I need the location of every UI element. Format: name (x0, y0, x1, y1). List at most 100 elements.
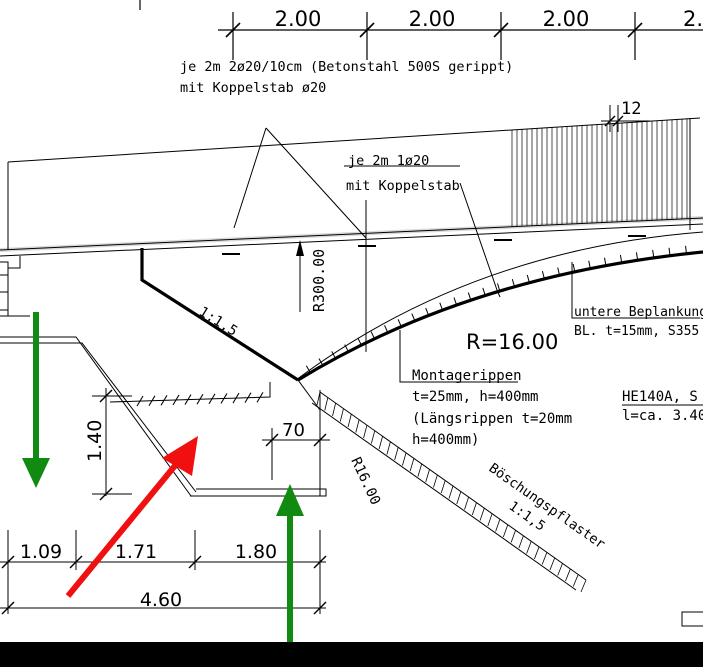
paving-hatch (355, 419, 360, 433)
embankment-paving (311, 391, 587, 593)
arch-tick (604, 257, 607, 266)
arch-tick (588, 260, 591, 269)
top-dim-2: 2.00 (409, 7, 456, 31)
bar-tick (148, 395, 156, 406)
paving-hatch (370, 430, 376, 444)
lower-right-block (681, 611, 703, 627)
deck-outline (0, 117, 703, 257)
bottom-dim-2: 1.71 (115, 541, 157, 563)
paving-hatch (339, 408, 344, 422)
bar-tick (256, 392, 264, 403)
paving-hatch (541, 552, 548, 565)
paving-hatch (479, 507, 485, 521)
wing-slope (140, 248, 299, 382)
arch-tick (384, 325, 389, 333)
paving-hatch (448, 485, 454, 499)
paving-hatch (557, 563, 563, 576)
paving-hatch (502, 524, 509, 538)
paving-hatch (324, 397, 329, 411)
arch-tick (482, 287, 486, 296)
paving-hatch (440, 480, 446, 494)
paving-hatch (409, 458, 415, 472)
top-dim-1: 2.00 (275, 7, 322, 31)
top-dimension-chain: 2.00 2.00 2.00 2. (139, 0, 703, 60)
arch-tick (685, 245, 687, 254)
arch-inner (297, 250, 703, 382)
arch-tick (357, 337, 362, 346)
paving-hatch (433, 474, 438, 488)
top-dim-4: 2. (683, 7, 703, 31)
lower-planking-line2: BL. t=15mm, S355 (574, 324, 699, 339)
red-arrow (65, 436, 198, 598)
arch-outer (295, 231, 703, 381)
paving-hatch (580, 579, 587, 593)
bottom-dimension-chain: 1.09 1.71 1.80 4.60 (0, 530, 327, 615)
dim-12: 12 (601, 99, 650, 132)
bottom-dim-3: 1.80 (235, 541, 277, 563)
rebar-note2-line1: je 2m 1ø20 (348, 153, 429, 169)
radius-r300-label: R300.00 (310, 249, 328, 312)
paving-hatch (526, 541, 532, 554)
arch-tick (370, 331, 375, 339)
bar-tick (220, 393, 228, 404)
bar-tick (232, 392, 240, 404)
dim-140-label: 1.40 (84, 420, 106, 462)
slope-label: 1:1,5 (196, 304, 240, 340)
abutment (0, 256, 327, 497)
paving-hatch (495, 519, 501, 532)
arch-tick (526, 274, 530, 283)
total-dim: 4.60 (140, 589, 182, 611)
arch-tick (619, 254, 623, 263)
arch-ticks (305, 245, 687, 373)
radius-r16-label: R16.00 (347, 455, 383, 508)
bar-tick (244, 392, 252, 403)
dim-140-group: 1.40 (84, 382, 271, 501)
paving-hatch (487, 513, 493, 527)
arch-tick (411, 313, 416, 322)
bar-tick (196, 393, 204, 405)
dim-70-label: 70 (282, 420, 305, 441)
rebar-note2-line2: mit Koppelstab (346, 178, 460, 194)
arch-tick (541, 271, 545, 280)
arch-tick (318, 358, 324, 366)
radius-r300-leader (296, 240, 304, 312)
arch-tick (305, 365, 311, 373)
mounting-ribs-title: Montagerippen (412, 368, 522, 384)
arch-tick (557, 267, 561, 276)
paving-hatch (565, 568, 571, 582)
paving-hatch (549, 557, 556, 571)
bottom-dim-1: 1.09 (20, 541, 62, 563)
arch-tick (439, 302, 444, 311)
arch-tick (652, 249, 655, 258)
arch-tick (397, 319, 402, 327)
he-profile-line2: l=ca. 3.40 (622, 408, 703, 424)
arch-tick (668, 247, 671, 256)
paving-hatch (347, 414, 352, 428)
bar-tick (172, 394, 180, 406)
dim-70-group: 70 (262, 420, 330, 480)
arch-tick (467, 292, 472, 301)
paving-hatch (572, 574, 579, 587)
arch-tick (453, 297, 458, 306)
radius-main-label: R=16.00 (466, 330, 558, 354)
paving-hatch (425, 469, 430, 483)
paving-hatch (394, 447, 399, 461)
lower-planking-leader (571, 262, 700, 319)
bar-tick (208, 393, 216, 405)
paving-hatch (363, 425, 368, 439)
paving-hatch (471, 502, 477, 516)
paving-hatch (402, 452, 407, 466)
arch-tick (344, 344, 349, 352)
lower-planking-line1: untere Beplankung (574, 305, 703, 320)
mounting-ribs-leader (399, 330, 518, 383)
rebar-note-line1: je 2m 2ø20/10cm (Betonstahl 500S gerippt… (180, 59, 513, 75)
paving-hatch (316, 391, 321, 406)
paving-hatch (332, 402, 337, 417)
bottom-band (0, 642, 703, 667)
bar-tick (184, 394, 192, 405)
paving-hatch (534, 546, 540, 560)
paving-hatch (518, 535, 524, 549)
arch-tick (425, 307, 430, 316)
paving-hatch (417, 463, 423, 477)
